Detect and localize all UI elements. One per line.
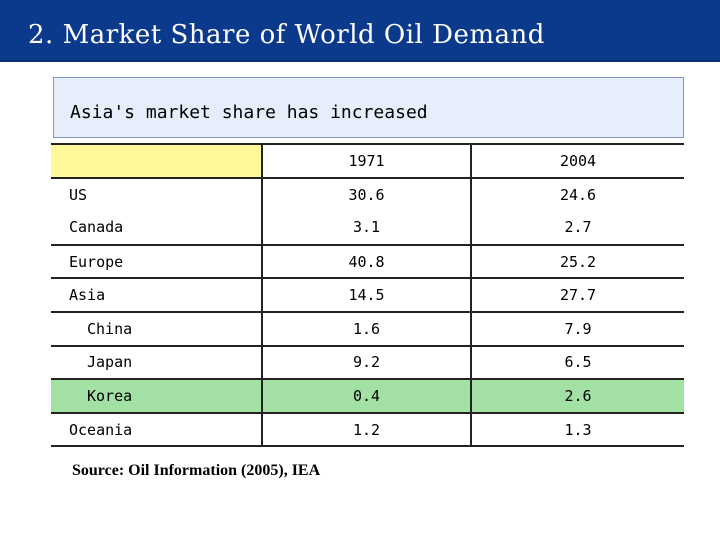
header-1971: 1971	[261, 143, 472, 179]
header-2004: 2004	[470, 143, 684, 179]
value-1971: 40.8	[261, 244, 472, 280]
market-share-table: 1971 2004 US 30.6 24.6 Canada 3.1 2.7 Eu…	[51, 143, 684, 448]
value-1971: 0.4	[261, 378, 472, 414]
table-header-row: 1971 2004	[51, 143, 684, 179]
row-label: Europe	[51, 244, 263, 280]
value-2004: 2.7	[470, 211, 684, 246]
value-2004: 6.5	[470, 345, 684, 380]
value-2004: 25.2	[470, 244, 684, 280]
table-row: Asia 14.5 27.7	[51, 278, 684, 313]
row-label: China	[51, 311, 263, 347]
row-label: Asia	[51, 278, 263, 313]
row-label: US	[51, 177, 263, 212]
slide-subtitle: Asia's market share has increased	[70, 102, 428, 123]
subtitle-box: Asia's market share has increased	[53, 77, 684, 138]
row-label: Korea	[51, 378, 263, 414]
title-bar: 2. Market Share of World Oil Demand	[0, 0, 720, 62]
value-2004: 7.9	[470, 311, 684, 347]
value-2004: 1.3	[470, 412, 684, 448]
value-1971: 9.2	[261, 345, 472, 380]
table-row: Europe 40.8 25.2	[51, 244, 684, 280]
table-row: Oceania 1.2 1.3	[51, 412, 684, 448]
table-row: US 30.6 24.6	[51, 177, 684, 212]
value-2004: 2.6	[470, 378, 684, 414]
value-2004: 27.7	[470, 278, 684, 313]
value-1971: 1.2	[261, 412, 472, 448]
table-row: Japan 9.2 6.5	[51, 345, 684, 380]
value-1971: 30.6	[261, 177, 472, 212]
table-row: Canada 3.1 2.7	[51, 211, 684, 246]
value-1971: 3.1	[261, 211, 472, 246]
row-label: Canada	[51, 211, 263, 246]
table-row-highlighted: Korea 0.4 2.6	[51, 378, 684, 414]
header-label-cell	[51, 143, 263, 179]
slide-title: 2. Market Share of World Oil Demand	[28, 20, 545, 50]
value-1971: 1.6	[261, 311, 472, 347]
value-1971: 14.5	[261, 278, 472, 313]
source-note: Source: Oil Information (2005), IEA	[72, 462, 321, 479]
value-2004: 24.6	[470, 177, 684, 212]
row-label: Oceania	[51, 412, 263, 448]
row-label: Japan	[51, 345, 263, 380]
table-row: China 1.6 7.9	[51, 311, 684, 347]
